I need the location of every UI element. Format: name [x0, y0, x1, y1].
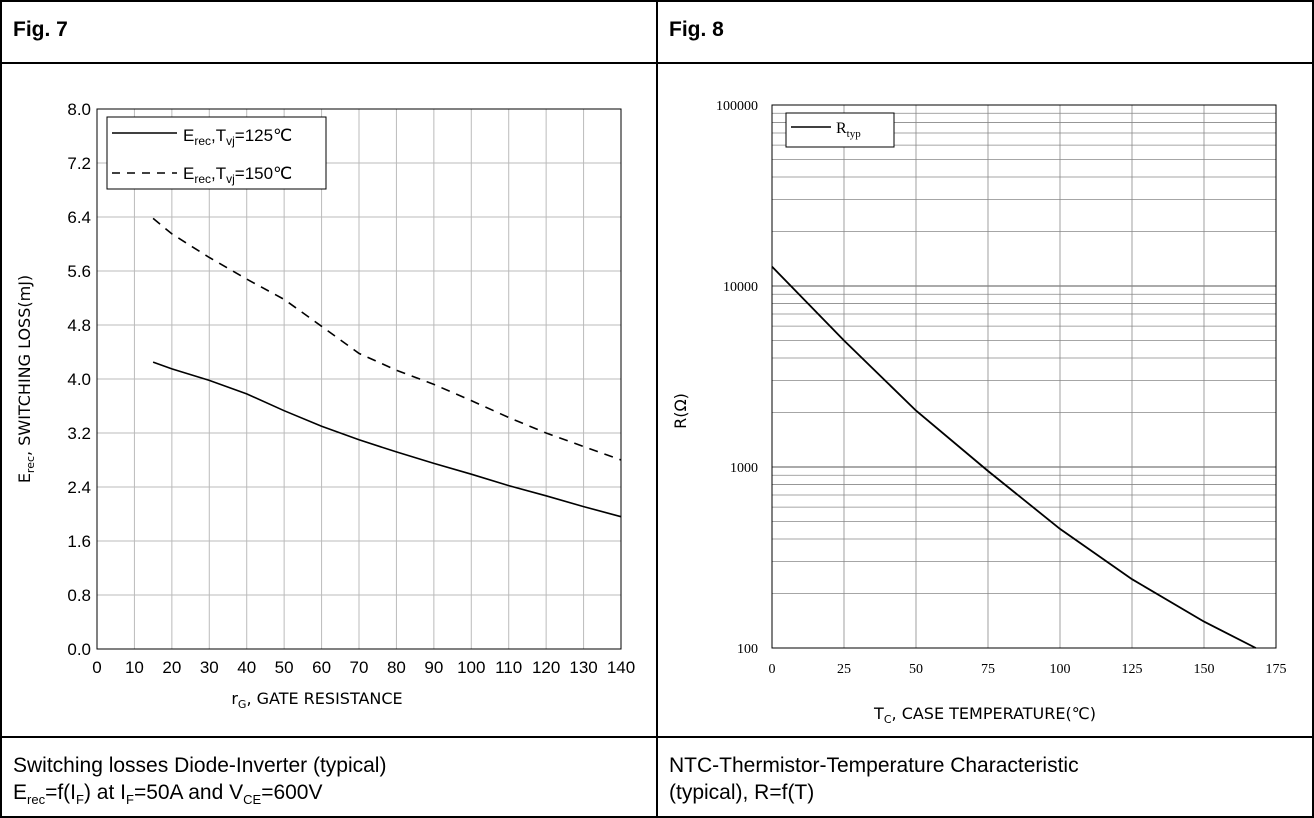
fig-7-caption: Switching losses Diode-Inverter (typical… — [13, 752, 386, 813]
fig-8-caption-line2: (typical), R=f(T) — [669, 781, 815, 804]
fig-8-caption-line1: NTC-Thermistor-Temperature Characteristi… — [669, 754, 1079, 777]
fig-8-x-tick-label: 150 — [1194, 662, 1215, 677]
fig-8-plot-frame — [771, 104, 1277, 649]
fig-8-x-tick-label: 175 — [1266, 662, 1287, 677]
fig-7-x-tick-label: 60 — [312, 658, 331, 677]
fig-7-y-tick-label: 8.0 — [67, 100, 91, 119]
fig-7-legend-label-150: Erec,Tvj=150℃ — [183, 164, 292, 186]
fig-7-x-tick-label: 10 — [125, 658, 144, 677]
fig-7-x-tick-label: 70 — [350, 658, 369, 677]
fig-8-y-axis-label: R(Ω) — [671, 393, 690, 429]
fig-7-y-tick-label: 7.2 — [67, 154, 91, 173]
fig-8-series-rtyp — [771, 265, 1257, 649]
fig-8-y-tick-label: 100 — [737, 642, 758, 657]
fig-8-x-tick-label: 100 — [1050, 662, 1071, 677]
fig-7-y-tick-label: 4.8 — [67, 316, 91, 335]
fig-7-x-tick-label: 100 — [457, 658, 485, 677]
fig-7-y-tick-label: 0.8 — [67, 586, 91, 605]
fig-7-y-tick-label: 1.6 — [67, 532, 91, 551]
fig-7-y-tick-label: 0.0 — [67, 640, 91, 659]
fig-7-y-tick-label: 3.2 — [67, 424, 91, 443]
fig-7-x-tick-label: 130 — [569, 658, 597, 677]
fig-7-caption-line2: Erec=f(IF) at IF=50A and VCE=600V — [13, 781, 323, 808]
fig-7-header: Fig. 7 — [13, 18, 68, 41]
table-border-top — [0, 0, 1314, 2]
fig-8-legend: Rtyp — [785, 112, 895, 148]
fig-7-x-tick-label: 90 — [424, 658, 443, 677]
fig-7-x-tick-label: 140 — [607, 658, 635, 677]
table-border-bottom — [0, 816, 1314, 818]
fig-8-legend-label: Rtyp — [836, 120, 861, 140]
fig-7-y-tick-label: 6.4 — [67, 208, 91, 227]
table-border-right — [1312, 0, 1314, 818]
fig-7-caption-line1: Switching losses Diode-Inverter (typical… — [13, 754, 387, 777]
fig-8-x-tick-label: 0 — [769, 662, 776, 677]
table-border-caption — [0, 736, 1314, 738]
fig-7-x-tick-label: 80 — [387, 658, 406, 677]
fig-7-x-tick-label: 120 — [532, 658, 560, 677]
fig-7-chart: 0.0 0.8 1.6 2.4 3.2 4.0 4.8 5.6 6.4 7.2 8.0 0 10 20 3… — [15, 100, 635, 711]
fig-8-y-tick-label: 1000 — [730, 461, 758, 476]
fig-8-chart: 100 1000 10000 100000 0 25 50 75 100 125 150 175 R… — [671, 99, 1287, 726]
fig-7-x-axis-label: rG, GATE RESISTANCE — [231, 689, 402, 711]
fig-7-legend: Erec,Tvj=125℃ Erec,Tvj=150℃ — [106, 116, 327, 190]
fig-8-x-axis-label: TC, CASE TEMPERATURE(℃) — [873, 704, 1096, 726]
fig-7-y-tick-label: 5.6 — [67, 262, 91, 281]
fig-7-x-tick-label: 30 — [200, 658, 219, 677]
fig-8-caption: NTC-Thermistor-Temperature Characteristi… — [669, 752, 1079, 806]
fig-7-legend-label-125: Erec,Tvj=125℃ — [183, 126, 292, 148]
fig-7-x-tick-label: 40 — [237, 658, 256, 677]
fig-8-y-tick-label: 10000 — [723, 280, 758, 295]
fig-7-y-tick-label: 4.0 — [67, 370, 91, 389]
fig-7-series-125 — [152, 361, 622, 518]
table-border-middle — [656, 0, 658, 818]
fig-7-plot-frame — [96, 108, 622, 650]
fig-7-y-tick-label: 2.4 — [67, 478, 91, 497]
fig-7-x-tick-label: 20 — [162, 658, 181, 677]
fig-8-header: Fig. 8 — [669, 18, 724, 41]
fig-7-x-tick-label: 0 — [92, 658, 101, 677]
fig-8-x-tick-label: 125 — [1122, 662, 1143, 677]
table-border-left — [0, 0, 2, 818]
table-border-header — [0, 62, 1314, 64]
fig-8-x-tick-label: 25 — [837, 662, 851, 677]
fig-7-x-tick-label: 50 — [275, 658, 294, 677]
fig-8-y-tick-label: 100000 — [716, 99, 758, 114]
fig-8-x-tick-label: 50 — [909, 662, 923, 677]
fig-7-x-tick-label: 110 — [495, 658, 522, 677]
fig-8-x-tick-label: 75 — [981, 662, 995, 677]
fig-7-y-axis-label: Erec, SWITCHING LOSS(mJ) — [15, 275, 37, 483]
